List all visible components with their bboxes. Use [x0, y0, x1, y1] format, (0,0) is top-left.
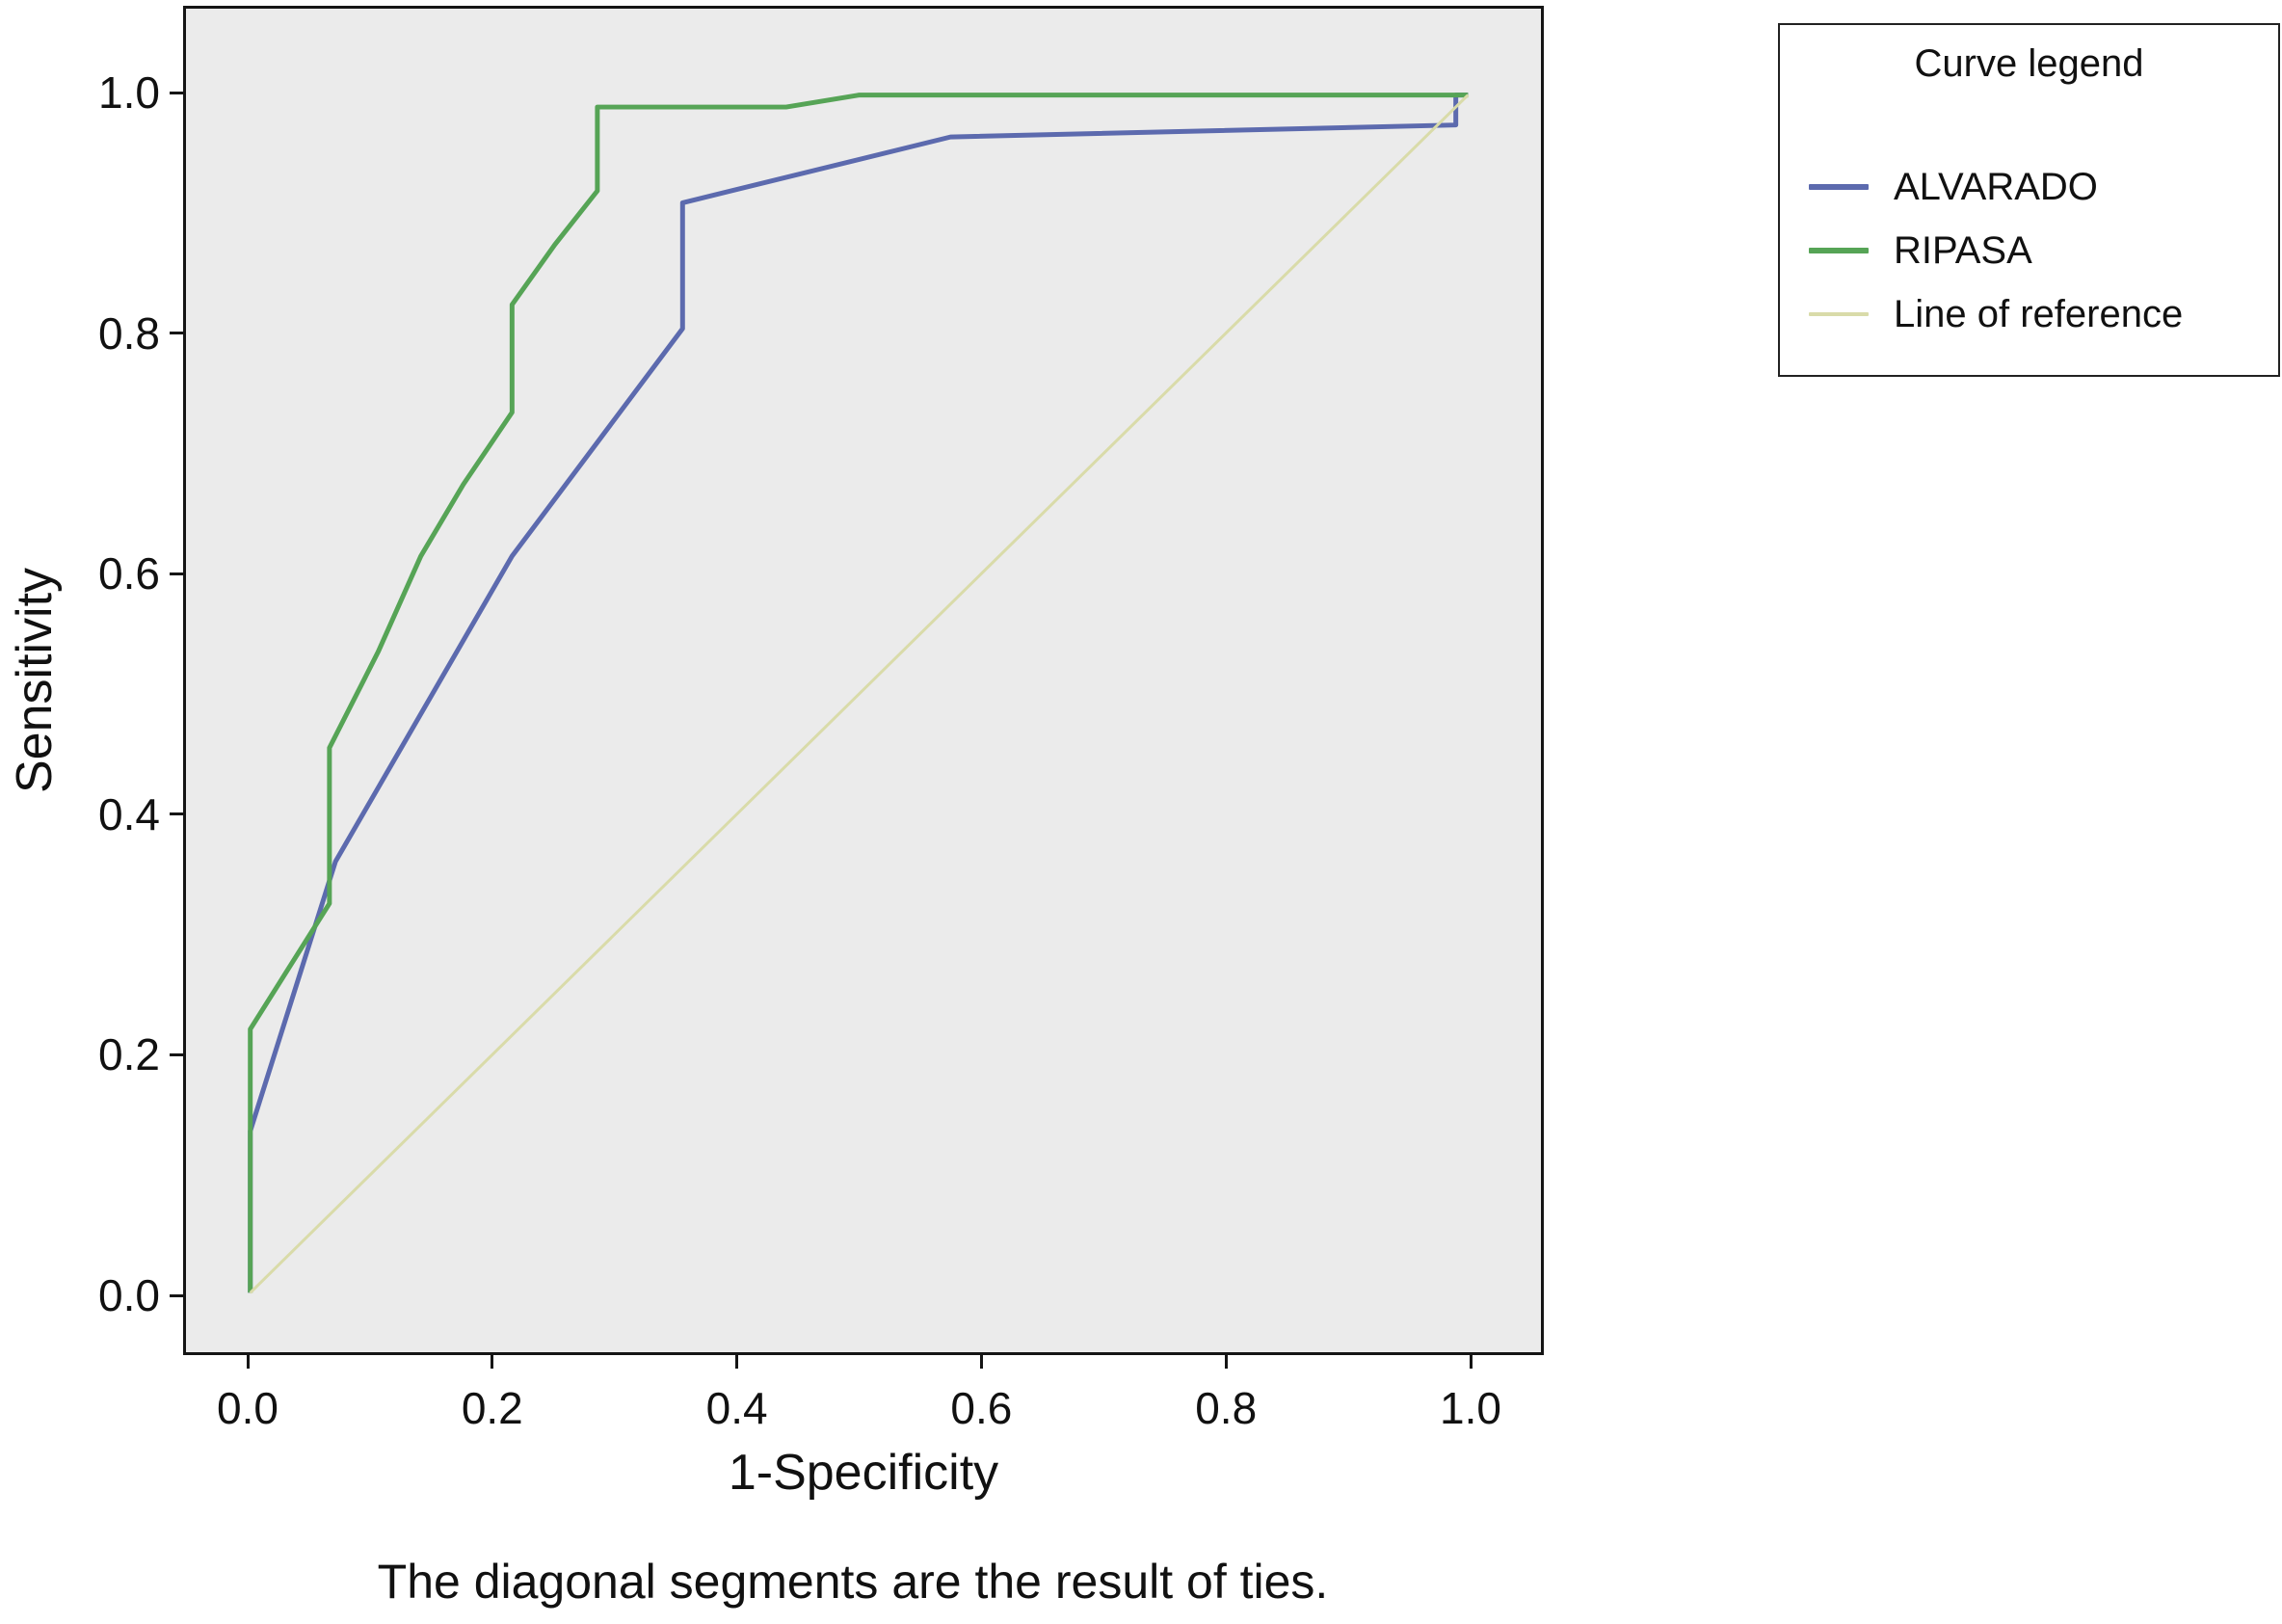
series-line-alvarado — [248, 93, 1469, 1293]
x-tick-label: 0.2 — [461, 1383, 523, 1433]
y-tick-mark — [170, 812, 185, 816]
x-tick-label: 0.8 — [1195, 1383, 1258, 1433]
x-tick-mark — [979, 1353, 983, 1369]
plot-area — [183, 6, 1544, 1355]
y-tick-label: 0.4 — [98, 788, 160, 839]
y-tick-label: 0.0 — [98, 1270, 160, 1320]
curve-legend: Curve legend ALVARADO RIPASA Line of ref… — [1778, 23, 2280, 377]
series-line-ripasa — [248, 93, 1469, 1293]
y-tick-mark — [170, 1293, 185, 1297]
x-tick-label: 0.6 — [950, 1383, 1013, 1433]
y-tick-mark — [170, 332, 185, 335]
y-tick-mark — [170, 91, 185, 94]
x-tick-mark — [246, 1353, 250, 1369]
y-tick-label: 0.8 — [98, 307, 160, 359]
legend-label: ALVARADO — [1894, 165, 2098, 208]
legend-title: Curve legend — [1914, 42, 2144, 85]
y-tick-label: 0.2 — [98, 1029, 160, 1080]
x-tick-label: 0.0 — [217, 1383, 279, 1433]
chart-footnote: The diagonal segments are the result of … — [377, 1555, 1329, 1609]
x-tick-mark — [1469, 1353, 1473, 1369]
y-tick-label: 0.6 — [98, 548, 160, 599]
x-axis-label: 1-Specificity — [728, 1445, 999, 1501]
legend-label: Line of reference — [1894, 292, 2184, 335]
legend-entry-alvarado: ALVARADO — [1780, 155, 2278, 219]
roc-curves-canvas — [248, 93, 1470, 1294]
legend-entry-reference: Line of reference — [1780, 282, 2278, 346]
y-tick-mark — [170, 1052, 185, 1056]
y-tick-label: 1.0 — [98, 67, 160, 118]
x-tick-label: 1.0 — [1440, 1383, 1501, 1433]
series-line-line-of-reference — [249, 93, 1470, 1294]
ripasa-line-swatch — [1809, 248, 1869, 253]
legend-entry-ripasa: RIPASA — [1780, 219, 2278, 282]
x-tick-mark — [735, 1353, 739, 1369]
legend-label: RIPASA — [1894, 228, 2032, 272]
x-tick-mark — [491, 1353, 494, 1369]
x-tick-label: 0.4 — [705, 1383, 768, 1433]
x-tick-mark — [1224, 1353, 1228, 1369]
y-axis-label: Sensitivity — [7, 567, 63, 794]
alvarado-line-swatch — [1809, 184, 1869, 190]
y-tick-mark — [170, 572, 185, 575]
reference-line-swatch — [1809, 312, 1869, 316]
